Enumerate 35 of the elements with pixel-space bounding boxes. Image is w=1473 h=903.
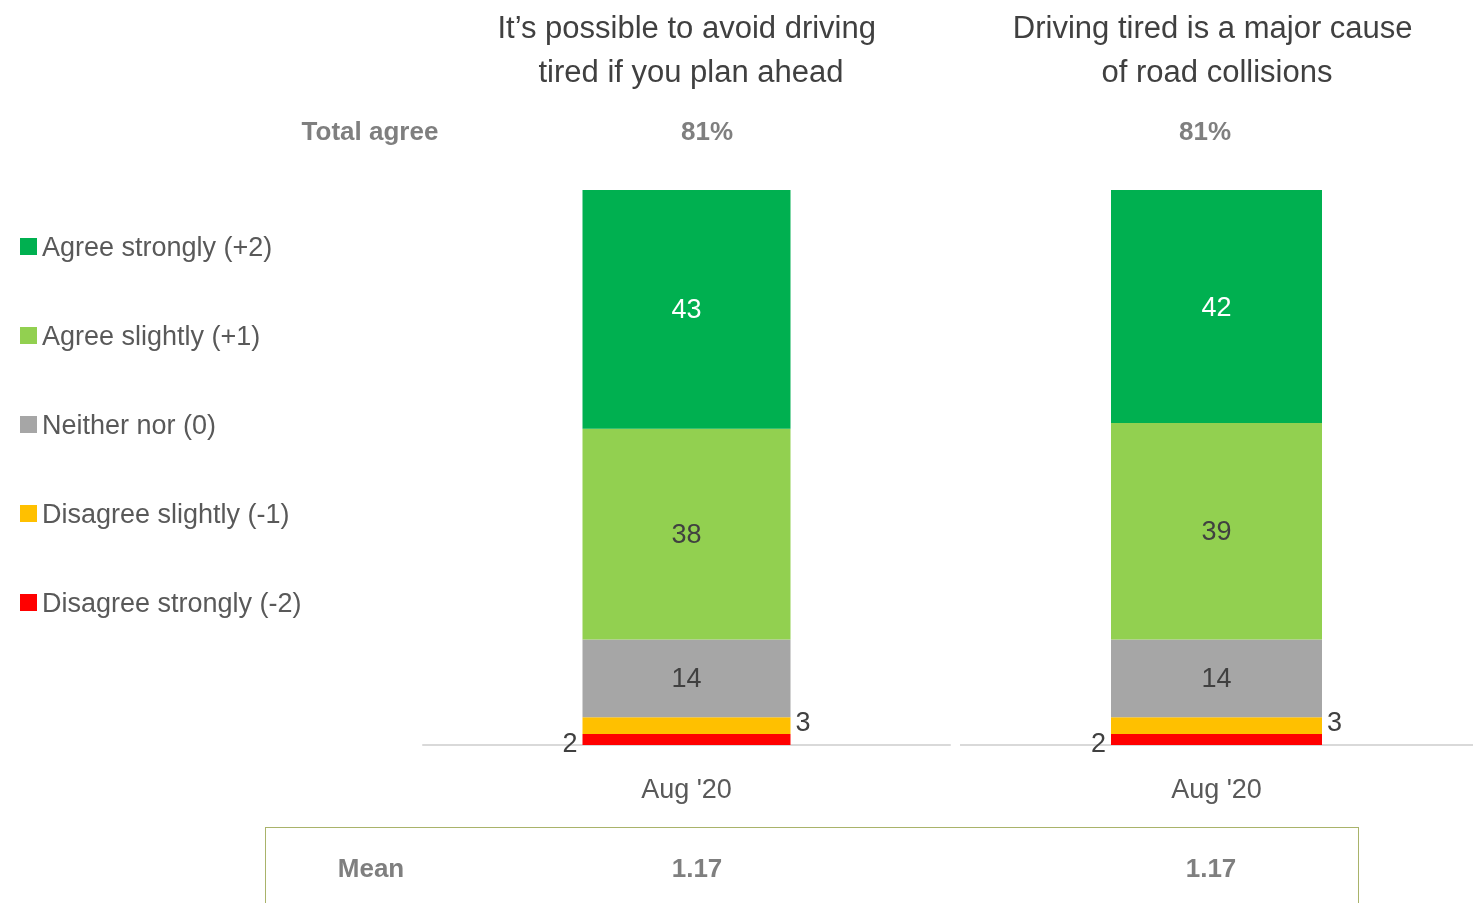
text: 1.17 (1185, 853, 1237, 883)
x-tick-label: Aug '20 (641, 773, 732, 804)
x-tick-label: Aug '20 (1171, 773, 1262, 804)
legend-label: Neither nor (0) (42, 409, 217, 440)
data-label: 2 (1090, 728, 1106, 759)
text: 1.17 (671, 853, 723, 883)
bar (582, 428, 791, 640)
legend-label: Agree strongly (+2) (42, 231, 273, 262)
bar (1111, 733, 1322, 745)
data-label: 38 (671, 519, 702, 550)
data-label: 39 (1201, 516, 1232, 547)
bar (582, 733, 791, 745)
chart-title: Driving tired is a major cause of road collisions (1012, 9, 1422, 89)
chart-title: It’s possible to avoid driving tired if you plan ahead (497, 9, 885, 89)
data-label: 3 (795, 706, 811, 737)
bar (582, 717, 791, 734)
legend-label: Disagree strongly (-2) (42, 587, 302, 618)
legend-label: Agree slightly (+1) (42, 320, 261, 351)
text: Total agree (301, 116, 439, 146)
text: Mean (337, 853, 405, 883)
data-label: 14 (671, 663, 702, 694)
legend-label: Disagree slightly (-1) (42, 498, 290, 529)
bar (1111, 423, 1322, 640)
data-label: 14 (1201, 663, 1232, 694)
bar (1111, 639, 1322, 718)
bar (1111, 190, 1322, 424)
bar (582, 639, 791, 718)
data-label: 3 (1327, 706, 1343, 737)
bar (582, 190, 791, 429)
data-label: 2 (562, 728, 578, 759)
data-label: 42 (1201, 291, 1232, 322)
data-label: 43 (671, 294, 702, 325)
text: 81% (680, 116, 734, 146)
bar (1111, 717, 1322, 734)
text: 81% (1178, 116, 1232, 146)
